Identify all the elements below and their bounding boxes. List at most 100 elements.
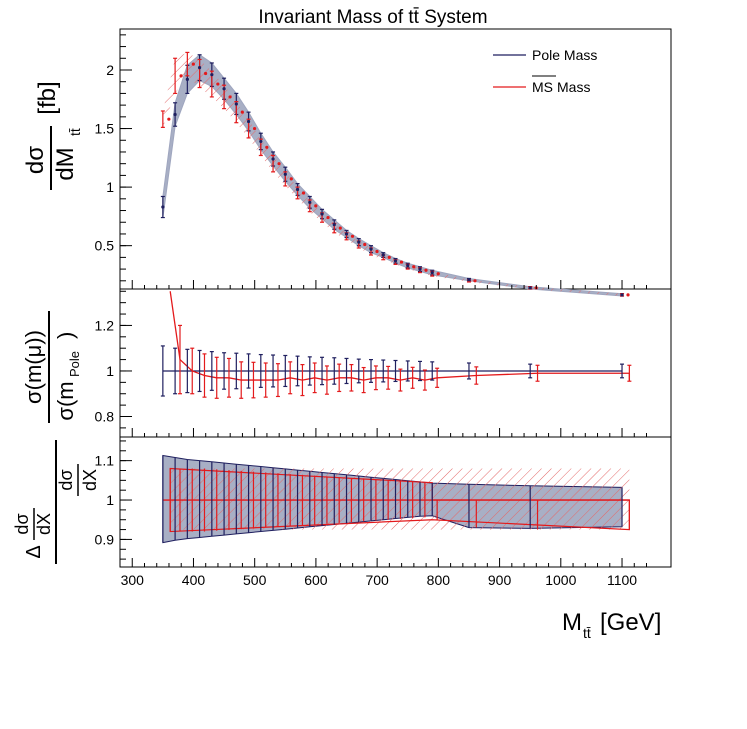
top-ms-point	[289, 177, 293, 181]
top-y-label: dσ dM tt̄ [fb]	[22, 81, 83, 190]
top-y-label-denominator: dM	[52, 147, 79, 180]
top-pole-point	[332, 222, 336, 227]
top-y-tick-label: 1	[106, 179, 114, 195]
top-ms-point	[412, 265, 416, 269]
top-ms-point	[399, 260, 404, 264]
mid-y-label: σ(m(μ)) σ(m Pole )	[21, 311, 82, 423]
top-pole-point	[620, 293, 624, 297]
top-pole-point	[271, 157, 275, 161]
top-pole-point	[161, 205, 165, 209]
top-ms-point	[436, 272, 440, 276]
bot-y-tick-label: 1.1	[95, 453, 115, 469]
x-tick-label: 600	[304, 572, 328, 588]
top-ms-point	[326, 215, 330, 220]
top-ms-point	[228, 95, 232, 99]
top-ms-point	[301, 191, 306, 195]
top-ms-point	[265, 145, 269, 149]
bot-ms-hatched-band	[170, 468, 630, 530]
top-y-tick-label: 2	[106, 62, 114, 78]
top-ms-hatched-band	[162, 52, 622, 297]
legend-ms-label-rest: Mass	[557, 79, 590, 95]
bot-y-label: Δ dσ dX dσ dX	[12, 440, 100, 564]
top-pole-point	[283, 172, 287, 176]
x-axis-label-main: M	[562, 609, 582, 636]
top-y-tick-label: 1.5	[95, 121, 115, 137]
top-ms-point	[167, 117, 171, 121]
mid-y-label-denominator: σ(m	[53, 381, 78, 420]
top-ms-point	[240, 110, 244, 114]
top-pole-point	[381, 253, 385, 257]
x-tick-label: 500	[243, 572, 267, 588]
mid-y-tick-label: 1	[106, 363, 114, 379]
top-pole-point	[173, 112, 177, 117]
top-ms-point	[314, 204, 318, 208]
top-y-tick-label: 0.5	[95, 238, 115, 254]
top-y-label-numerator: dσ	[22, 146, 49, 174]
x-tick-label: 900	[488, 572, 512, 588]
top-band-layer	[162, 52, 623, 297]
x-tick-label: 700	[365, 572, 389, 588]
top-pole-point	[222, 87, 226, 91]
x-axis-label-unit: [GeV]	[600, 609, 661, 636]
x-tick-label: 400	[182, 572, 206, 588]
x-tick-label: 1000	[545, 572, 576, 588]
legend: Pole Mass MS Mass	[493, 47, 597, 95]
top-ms-point	[424, 268, 428, 272]
top-pole-point	[295, 187, 300, 192]
x-tick-label: 800	[427, 572, 451, 588]
top-ms-point	[473, 279, 477, 283]
axes-layer: 300 400 500 600 700 800 900 1000 1100 0.5 1 1.5 2 0.8…	[95, 34, 648, 588]
top-ms-point	[216, 82, 220, 86]
top-pole-point	[467, 278, 471, 282]
bot-y-tick-label: 1	[106, 492, 114, 508]
top-ms-point	[363, 242, 367, 247]
top-pole-point	[406, 263, 410, 268]
top-pole-point	[369, 247, 373, 251]
top-y-label-denominator-sub: tt̄	[67, 128, 83, 136]
top-ms-point	[350, 234, 355, 238]
mid-y-label-numerator: σ(m(μ))	[21, 330, 46, 404]
bot-y-label-delta: Δ	[23, 545, 45, 558]
top-ms-point	[626, 293, 630, 297]
top-pole-point	[185, 77, 189, 81]
mid-y-tick-label: 1.2	[95, 317, 115, 333]
mid-y-tick-label: 0.8	[95, 409, 115, 425]
legend-ms-label: MS	[532, 79, 553, 95]
top-ms-point	[179, 74, 183, 78]
bot-y-label-den-bottom: dX	[80, 469, 100, 491]
top-pole-point	[246, 119, 251, 124]
mid-y-label-denominator-sub: Pole	[67, 351, 82, 377]
top-pole-point	[418, 267, 422, 271]
x-axis-label-sub: tt̄	[583, 625, 591, 641]
top-ms-point	[277, 162, 281, 166]
mid-ms-ratio-line	[169, 291, 630, 381]
legend-pole-label: Pole Mass	[532, 47, 597, 63]
top-ms-point	[203, 71, 208, 76]
top-pole-point	[197, 66, 202, 70]
bot-y-label-num-bottom: dX	[34, 513, 54, 535]
bot-y-tick-label: 0.9	[95, 531, 115, 547]
top-pole-point	[308, 200, 312, 204]
top-pole-point	[320, 212, 324, 216]
marks-layer	[160, 51, 632, 544]
chart-title: Invariant Mass of tt̄ System	[258, 7, 487, 28]
top-pole-point	[259, 139, 263, 144]
top-ms-point	[191, 62, 195, 66]
mid-y-label-denominator-close: )	[53, 332, 78, 339]
top-pole-point	[357, 240, 361, 244]
top-pole-point	[344, 232, 349, 236]
bot-y-label-den-top: dσ	[56, 469, 76, 490]
top-pole-point	[210, 73, 214, 77]
bot-panel-frame	[119, 436, 672, 568]
x-tick-label: 1100	[607, 572, 637, 588]
top-ms-point	[375, 249, 379, 254]
bot-y-label-num-top: dσ	[12, 513, 32, 534]
top-pole-point	[393, 259, 398, 263]
top-ms-point	[252, 126, 257, 131]
top-pole-point	[234, 102, 238, 106]
top-pole-point	[430, 271, 434, 275]
x-tick-label: 300	[121, 572, 145, 588]
top-ms-point	[338, 226, 342, 230]
top-pole-point	[528, 286, 532, 290]
